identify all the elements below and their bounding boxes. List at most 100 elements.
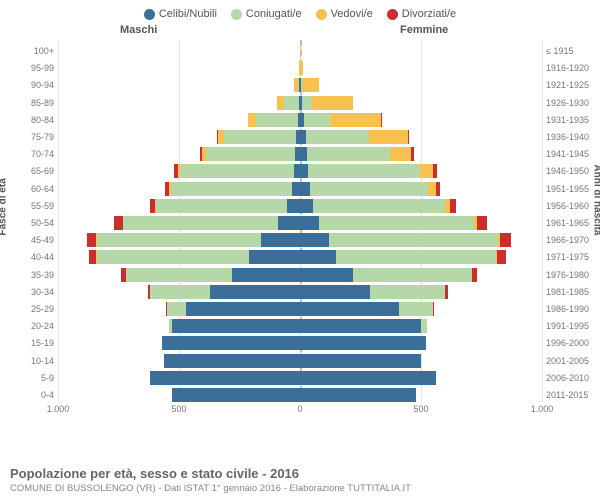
bar-segment: [300, 354, 421, 368]
legend-item: Divorziati/e: [387, 8, 456, 20]
bar-segment: [300, 371, 436, 385]
legend-swatch: [387, 9, 398, 20]
bar-row: [58, 354, 542, 368]
bar-segment: [284, 96, 299, 110]
bar-female: [300, 182, 440, 196]
y-tick-birth: 1991-1995: [546, 321, 589, 331]
bar-segment: [300, 388, 416, 402]
bar-segment: [300, 285, 370, 299]
y-tick-age: 35-39: [31, 270, 54, 280]
bar-row: [58, 113, 542, 127]
y-tick-age: 90-94: [31, 80, 54, 90]
bar-male: [87, 233, 300, 247]
bar-male: [165, 182, 300, 196]
legend-label: Coniugati/e: [246, 8, 302, 20]
bar-row: [58, 61, 542, 75]
x-tick: 0: [297, 404, 302, 414]
bar-segment: [450, 199, 456, 213]
y-tick-age: 5-9: [41, 373, 54, 383]
bar-segment: [97, 250, 249, 264]
bar-male: [121, 268, 300, 282]
bar-segment: [433, 164, 437, 178]
bar-segment: [114, 216, 122, 230]
y-tick-age: 100+: [34, 46, 54, 56]
legend: Celibi/Nubili Coniugati/e Vedovi/e Divorzia…: [0, 0, 600, 24]
y-tick-birth: 1981-1985: [546, 287, 589, 297]
bar-segment: [278, 216, 300, 230]
bar-segment: [89, 250, 96, 264]
x-tick: 1.000: [47, 404, 70, 414]
bar-segment: [436, 182, 440, 196]
bar-segment: [186, 302, 300, 316]
y-tick-birth: 1926-1930: [546, 98, 589, 108]
gridline: [542, 40, 543, 402]
legend-swatch: [231, 9, 242, 20]
x-tick: 1.000: [531, 404, 554, 414]
bar-segment: [300, 147, 307, 161]
bar-segment: [150, 371, 300, 385]
bar-female: [300, 285, 448, 299]
bar-segment: [300, 199, 313, 213]
bar-segment: [261, 233, 300, 247]
bar-segment: [330, 113, 381, 127]
legend-item: Celibi/Nubili: [144, 8, 217, 20]
y-tick-birth: 1936-1940: [546, 132, 589, 142]
bar-female: [300, 233, 511, 247]
chart-region: Fasce di età Anni di nascita 100+95-9990…: [0, 40, 600, 435]
bar-row: [58, 233, 542, 247]
legend-label: Celibi/Nubili: [159, 8, 217, 20]
y-tick-birth: 1941-1945: [546, 149, 589, 159]
bar-segment: [210, 285, 300, 299]
footer: Popolazione per età, sesso e stato civil…: [10, 466, 590, 494]
y-tick-birth: 1931-1935: [546, 115, 589, 125]
bar-male: [217, 130, 300, 144]
y-tick-birth: 1921-1925: [546, 80, 589, 90]
y-tick-age: 15-19: [31, 338, 54, 348]
bar-segment: [97, 233, 262, 247]
bar-segment: [224, 130, 297, 144]
bar-female: [300, 216, 487, 230]
bar-segment: [292, 182, 300, 196]
bar-male: [164, 354, 300, 368]
y-axis-right: ≤ 1915 1916-1920 1921-1925 1926-1930 1931-19…: [542, 40, 600, 420]
column-headers: Maschi Femmine: [0, 24, 600, 40]
bar-row: [58, 268, 542, 282]
y-tick-age: 30-34: [31, 287, 54, 297]
bar-segment: [433, 302, 434, 316]
bar-female: [300, 268, 477, 282]
bar-row: [58, 388, 542, 402]
y-tick-age: 0-4: [41, 390, 54, 400]
legend-item: Vedovi/e: [316, 8, 373, 20]
bar-segment: [300, 44, 301, 58]
bar-female: [300, 130, 409, 144]
bar-segment: [172, 319, 300, 333]
bar-segment: [421, 319, 427, 333]
bar-segment: [167, 302, 186, 316]
bar-row: [58, 302, 542, 316]
y-tick-birth: 1966-1970: [546, 235, 589, 245]
bar-segment: [336, 250, 496, 264]
bar-segment: [302, 96, 312, 110]
bar-female: [300, 61, 303, 75]
bar-segment: [306, 130, 369, 144]
y-tick-age: 65-69: [31, 166, 54, 176]
bar-segment: [411, 147, 413, 161]
bar-segment: [300, 216, 319, 230]
bar-segment: [329, 233, 498, 247]
y-tick-age: 85-89: [31, 98, 54, 108]
y-tick-birth: ≤ 1915: [546, 46, 573, 56]
y-tick-birth: 1986-1990: [546, 304, 589, 314]
bar-segment: [300, 250, 336, 264]
bar-female: [300, 96, 353, 110]
bar-female: [300, 354, 421, 368]
y-tick-birth: 1956-1960: [546, 201, 589, 211]
bar-segment: [307, 147, 389, 161]
bar-segment: [256, 113, 297, 127]
y-tick-birth: 1946-1950: [546, 166, 589, 176]
bar-segment: [428, 182, 435, 196]
bar-female: [300, 44, 301, 58]
bar-female: [300, 302, 434, 316]
y-tick-birth: 1916-1920: [546, 63, 589, 73]
bar-segment: [319, 216, 474, 230]
bar-female: [300, 147, 414, 161]
